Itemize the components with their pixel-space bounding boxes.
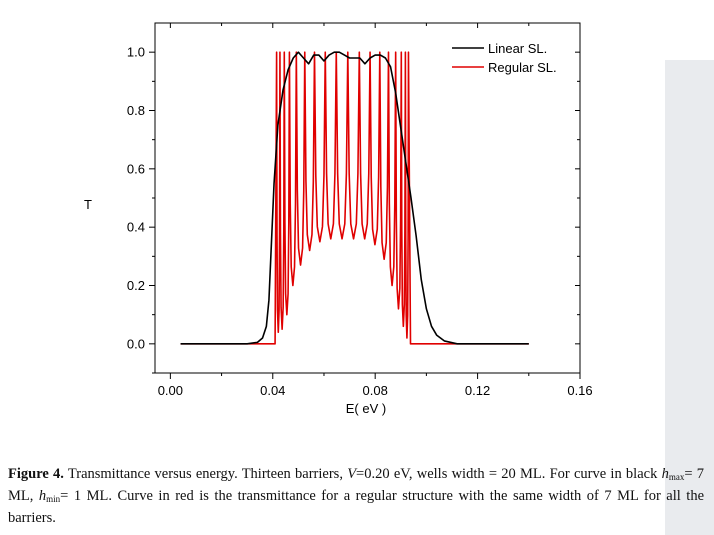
caption-text-3: = 7 ML, (8, 466, 704, 504)
x-axis-label: E( eV ) (346, 401, 386, 416)
x-tick-label: 0.08 (363, 383, 388, 398)
y-tick-label: 1.0 (127, 45, 145, 60)
axis-ticks (149, 23, 581, 379)
caption-label: Figure 4. (8, 466, 64, 482)
figure-caption: Figure 4. Transmittance versus energy. T… (8, 463, 704, 529)
background-watermark (665, 60, 714, 535)
caption-hmin-sub: min (46, 494, 61, 504)
y-tick-label: 0.2 (127, 278, 145, 293)
x-tick-label: 0.16 (567, 383, 592, 398)
x-tick-label: 0.00 (158, 383, 183, 398)
caption-text-2: =0.20 eV, wells width = 20 ML. For curve… (356, 466, 662, 482)
y-tick-label: 0.6 (127, 161, 145, 176)
caption-hmax-symbol: h (661, 466, 669, 482)
y-tick-label: 0.8 (127, 103, 145, 118)
caption-text-1: Transmittance versus energy. Thirteen ba… (63, 466, 348, 482)
legend-label-regular: Regular SL. (488, 60, 557, 75)
y-axis-label: T (84, 197, 92, 212)
y-tick-label: 0.0 (127, 336, 145, 351)
caption-hmax-sub: max (668, 472, 685, 482)
caption-v-symbol: V (347, 466, 357, 482)
series-line-regular (180, 51, 529, 345)
y-tick-label: 0.4 (127, 220, 145, 235)
caption-text-4: = 1 ML. Curve in red is the transmittanc… (8, 488, 705, 526)
tick-labels: 0.00 0.04 0.08 0.12 0.16 0.0 0.2 0.4 0.6 0.8 1.0 (127, 45, 593, 398)
legend-label-linear: Linear SL. (488, 41, 547, 56)
series-line-linear (180, 51, 529, 345)
legend: Linear SL. Regular SL. (452, 41, 557, 75)
x-tick-label: 0.12 (465, 383, 490, 398)
x-tick-label: 0.04 (260, 383, 285, 398)
caption-hmin-symbol: h (38, 488, 47, 504)
transmittance-chart: 0.00 0.04 0.08 0.12 0.16 0.0 0.2 0.4 0.6 0.8 1.0 E… (84, 22, 593, 416)
